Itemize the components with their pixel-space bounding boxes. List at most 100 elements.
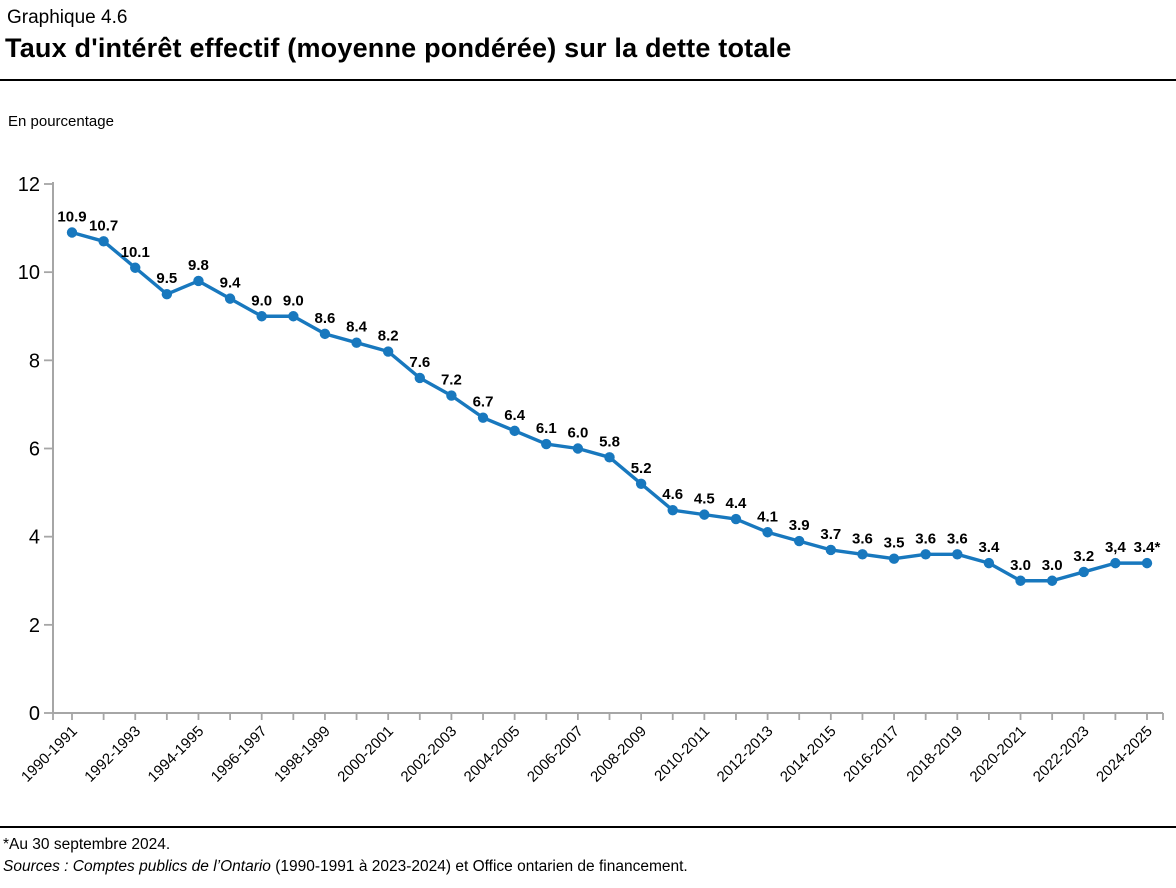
x-tick-label: 2024-2025 — [1093, 723, 1156, 786]
sources-title: Sources : Comptes publics de l’Ontario — [3, 858, 271, 875]
x-tick-label: 2022-2023 — [1030, 723, 1093, 786]
data-point-marker — [1141, 557, 1153, 569]
data-point-marker — [319, 328, 331, 340]
x-tick-label: 2020-2021 — [967, 723, 1030, 786]
data-point-label: 6.7 — [473, 394, 494, 411]
data-point-marker — [288, 311, 299, 322]
header-divider — [0, 79, 1176, 81]
data-point-marker — [667, 505, 678, 516]
x-tick-label: 1994-1995 — [145, 723, 208, 786]
data-point-marker — [477, 412, 489, 423]
x-tick-label: 2016-2017 — [840, 723, 903, 786]
data-point-marker — [541, 438, 552, 450]
data-point-marker — [572, 443, 584, 454]
x-tick-label: 2004-2005 — [461, 723, 524, 786]
y-tick-label: 10 — [18, 262, 40, 284]
data-point-marker — [983, 557, 995, 569]
data-point-label: 3.0 — [1010, 557, 1031, 574]
data-point-label: 3.6 — [852, 530, 873, 547]
sources-note: Sources : Comptes publics de l’Ontario (… — [3, 856, 688, 877]
data-point-label: 9.4 — [220, 275, 242, 292]
data-point-marker — [1078, 566, 1089, 578]
data-point-label: 4.1 — [757, 508, 778, 525]
data-point-marker — [794, 535, 805, 547]
x-tick-label: 2008-2009 — [587, 723, 650, 786]
y-tick-label: 6 — [29, 439, 40, 461]
data-point-marker — [604, 452, 615, 463]
data-point-marker — [414, 372, 425, 384]
x-tick-label: 1996-1997 — [208, 723, 271, 786]
page-title: Taux d'intérêt effectif (moyenne pondéré… — [5, 33, 792, 63]
data-point-marker — [825, 544, 837, 556]
data-point-marker — [224, 293, 236, 304]
x-tick-label: 2006-2007 — [524, 723, 587, 786]
data-point-marker — [1015, 575, 1026, 586]
x-tick-label: 1992-1993 — [81, 723, 144, 786]
data-point-label: 9.0 — [251, 292, 272, 309]
data-point-marker — [382, 346, 394, 357]
x-tick-label: 1998-1999 — [271, 723, 334, 786]
line-chart: 0 2 4 6 8 10 12 1990-1991 1992-1993 1994-1995 1996… — [18, 174, 1164, 786]
data-point-marker — [635, 478, 647, 489]
data-point-label: 8.4 — [346, 319, 368, 336]
y-tick-label: 12 — [18, 174, 40, 196]
data-point-marker — [130, 262, 141, 273]
data-point-marker — [446, 390, 457, 401]
data-point-marker — [509, 425, 520, 437]
data-point-marker — [920, 549, 931, 560]
data-point-label: 10.1 — [121, 244, 150, 261]
data-point-label: 3,4 — [1105, 539, 1127, 556]
data-point-marker — [66, 227, 78, 238]
x-tick-label: 2014-2015 — [777, 723, 840, 786]
data-point-marker — [161, 289, 173, 300]
data-point-label: 5.2 — [631, 460, 652, 477]
sources-detail: (1990-1991 à 2023-2024) et Office ontari… — [270, 858, 688, 875]
data-point-label: 3.6 — [915, 530, 936, 547]
data-point-label: 4.5 — [694, 491, 715, 508]
chart-number: Graphique 4.6 — [7, 7, 128, 28]
data-point-label: 7.2 — [441, 372, 462, 389]
data-point-marker — [730, 513, 742, 525]
x-tick-label: 2018-2019 — [903, 723, 966, 786]
data-point-label: 3.5 — [884, 535, 905, 552]
x-tick-label: 2000-2001 — [334, 723, 397, 786]
data-point-marker — [98, 236, 109, 247]
data-point-label: 8.2 — [378, 328, 399, 345]
data-point-marker — [699, 509, 710, 520]
data-point-label: 4.4 — [726, 495, 748, 512]
data-point-label: 9.8 — [188, 257, 209, 274]
data-point-marker — [351, 337, 362, 348]
data-point-label: 6.4 — [504, 407, 526, 424]
data-point-label: 6.0 — [567, 425, 588, 442]
data-point-marker — [256, 311, 267, 322]
data-point-label: 10.9 — [57, 208, 86, 225]
data-point-label: 3.7 — [820, 526, 841, 543]
data-point-label: 9.0 — [283, 292, 304, 309]
y-tick-label: 0 — [29, 703, 40, 725]
footnote-asterisk: *Au 30 septembre 2024. — [3, 836, 171, 853]
footer-divider — [0, 826, 1176, 828]
y-axis-unit-label: En pourcentage — [8, 113, 114, 130]
data-point-label: 10.7 — [89, 217, 118, 234]
data-point-label: 6.1 — [536, 420, 557, 437]
y-tick-label: 4 — [29, 527, 40, 549]
data-point-label: 7.6 — [409, 354, 430, 371]
data-point-label: 3.4 — [978, 539, 1000, 556]
data-point-marker — [193, 275, 204, 287]
data-point-marker — [857, 549, 868, 560]
x-tick-label: 2010-2011 — [651, 723, 713, 785]
data-point-label: 5.8 — [599, 433, 620, 450]
data-point-label: 3.6 — [947, 530, 968, 547]
data-point-label: 3.2 — [1073, 548, 1094, 565]
data-point-label: 3.9 — [789, 517, 810, 534]
data-point-label: 3.4* — [1134, 539, 1161, 556]
data-point-marker — [952, 549, 963, 560]
data-point-label: 4.6 — [662, 486, 683, 503]
data-point-label: 9.5 — [156, 270, 177, 287]
data-point-marker — [1110, 557, 1121, 569]
data-point-label: 3.0 — [1042, 557, 1063, 574]
data-point-marker — [888, 553, 900, 564]
y-tick-label: 2 — [29, 615, 40, 637]
data-point-marker — [762, 527, 773, 538]
